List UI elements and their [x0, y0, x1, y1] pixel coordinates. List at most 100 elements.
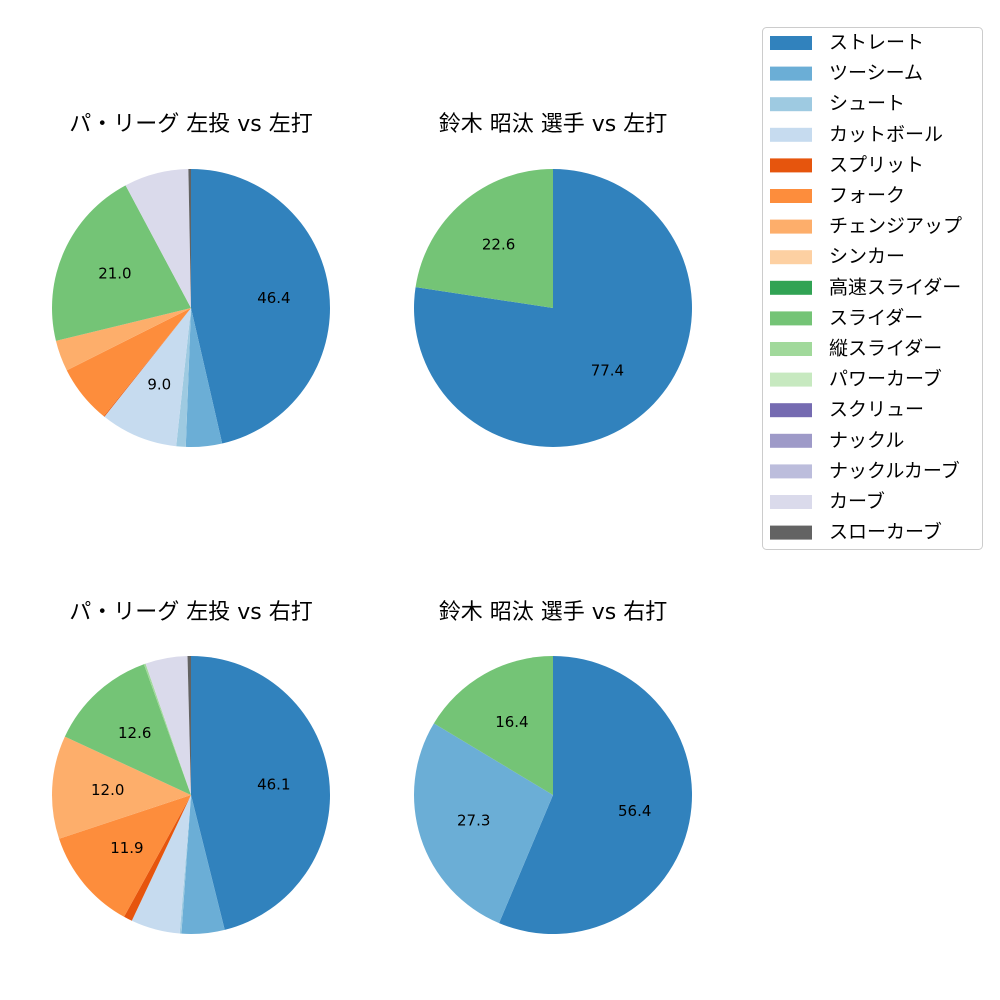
slice-value-label: 46.4 — [257, 289, 290, 307]
pie-slice — [181, 795, 225, 935]
legend-item: ストレート — [770, 32, 924, 54]
pie-slice — [51, 185, 191, 341]
pie-slice — [185, 308, 223, 447]
legend-swatch — [770, 311, 812, 326]
pie-slice — [191, 169, 330, 444]
slice-value-label: 77.4 — [591, 362, 624, 380]
legend-swatch — [770, 372, 812, 387]
pie-slice — [104, 308, 191, 447]
legend-label: ツーシーム — [829, 62, 923, 84]
chart-title: パ・リーグ 左投 vs 左打 — [69, 112, 312, 137]
pie-slice — [176, 308, 191, 447]
pie-slice — [179, 795, 191, 934]
legend-item: シュート — [770, 93, 905, 115]
pie-slice — [55, 308, 191, 371]
legend-item: 縦スライダー — [770, 338, 942, 360]
pie-slice — [59, 795, 191, 917]
legend-label: パワーカーブ — [829, 367, 942, 390]
legend-label: シンカー — [829, 246, 905, 268]
pie-slice — [143, 663, 191, 795]
legend-item: スローカーブ — [770, 520, 942, 543]
legend-label: ナックルカーブ — [829, 459, 960, 482]
legend-swatch — [770, 433, 812, 448]
slice-value-label: 9.0 — [147, 376, 171, 394]
legend-swatch — [770, 219, 812, 234]
pie-slice — [103, 308, 191, 417]
legend-label: スプリット — [829, 154, 924, 176]
chart-title: パ・リーグ 左投 vs 右打 — [69, 600, 312, 625]
legend-label: フォーク — [829, 185, 905, 207]
legend-label: スローカーブ — [829, 520, 942, 543]
legend-label: スライダー — [829, 307, 923, 329]
legend-item: パワーカーブ — [770, 367, 942, 390]
legend-swatch — [770, 250, 812, 265]
legend: ストレートツーシームシュートカットボールスプリットフォークチェンジアップシンカー… — [762, 27, 983, 550]
legend-items: ストレートツーシームシュートカットボールスプリットフォークチェンジアップシンカー… — [770, 32, 962, 543]
legend-item: チェンジアップ — [770, 215, 962, 237]
pie-chart-1: パ・リーグ 左投 vs 左打 46.4 9.0 21.0 — [51, 112, 330, 447]
pie-slice — [415, 169, 553, 308]
legend-swatch — [770, 342, 812, 356]
slice-value-label: 21.0 — [98, 264, 131, 282]
legend-swatch — [770, 97, 812, 112]
legend-item: ナックルカーブ — [770, 459, 960, 482]
pie-slice — [125, 169, 191, 308]
legend-label: カーブ — [829, 490, 885, 513]
legend-swatch — [770, 36, 812, 50]
legend-item: シンカー — [770, 246, 905, 268]
pie-slice — [188, 168, 191, 308]
pie-slice — [52, 736, 191, 839]
pie-chart-4: 鈴木 昭汰 選手 vs 右打 56.4 27.3 16.4 — [414, 600, 693, 934]
chart-title: 鈴木 昭汰 選手 vs 左打 — [439, 112, 667, 137]
slice-value-label: 56.4 — [618, 802, 651, 820]
pie-chart-2: 鈴木 昭汰 選手 vs 左打 77.4 22.6 — [414, 112, 693, 447]
pie-slice — [187, 655, 191, 795]
legend-swatch — [770, 127, 812, 142]
slice-value-label: 12.6 — [118, 724, 151, 742]
pie-slice — [414, 169, 693, 447]
legend-item: ツーシーム — [770, 62, 923, 84]
legend-label: ストレート — [829, 32, 924, 54]
legend-frame — [762, 27, 983, 550]
legend-swatch — [770, 280, 812, 295]
legend-item: ナックル — [770, 429, 904, 451]
pie-slice — [191, 656, 331, 930]
legend-label: 高速スライダー — [829, 276, 961, 298]
pie-slice — [433, 656, 553, 795]
legend-swatch — [770, 495, 812, 509]
legend-item: カーブ — [770, 490, 885, 513]
legend-swatch — [770, 464, 812, 479]
slice-value-label: 16.4 — [495, 713, 528, 731]
legend-item: スクリュー — [770, 399, 924, 421]
legend-label: シュート — [829, 93, 905, 115]
legend-swatch — [770, 189, 812, 203]
legend-item: スライダー — [770, 307, 923, 329]
chart-title: 鈴木 昭汰 選手 vs 右打 — [439, 600, 667, 625]
slice-value-label: 11.9 — [110, 839, 143, 857]
pie-plots: パ・リーグ 左投 vs 左打 46.4 9.0 21.0 鈴木 昭汰 選手 vs 左打 7… — [51, 112, 693, 935]
slice-value-label: 12.0 — [91, 781, 124, 799]
legend-label: ナックル — [829, 429, 904, 451]
legend-item: スプリット — [770, 154, 924, 176]
pie-slice — [499, 656, 693, 934]
pie-slice — [124, 795, 191, 921]
legend-swatch — [770, 66, 812, 81]
pie-chart-3: パ・リーグ 左投 vs 右打 46.1 11.9 12.0 12.6 — [52, 600, 331, 935]
legend-label: チェンジアップ — [829, 215, 962, 237]
pie-slice — [131, 795, 191, 934]
slice-value-label: 22.6 — [482, 235, 515, 253]
pie-slice — [64, 664, 191, 795]
slice-value-label: 27.3 — [457, 811, 490, 829]
legend-swatch — [770, 403, 812, 418]
legend-swatch — [770, 158, 812, 173]
slice-value-label: 46.1 — [257, 775, 290, 793]
legend-item: フォーク — [770, 185, 905, 207]
legend-item: カットボール — [770, 123, 943, 145]
legend-swatch — [770, 525, 812, 540]
legend-item: 高速スライダー — [770, 276, 961, 298]
pie-slice — [66, 308, 191, 417]
pie-slice — [145, 656, 191, 795]
pie-slice — [414, 723, 553, 924]
legend-label: 縦スライダー — [829, 338, 942, 360]
